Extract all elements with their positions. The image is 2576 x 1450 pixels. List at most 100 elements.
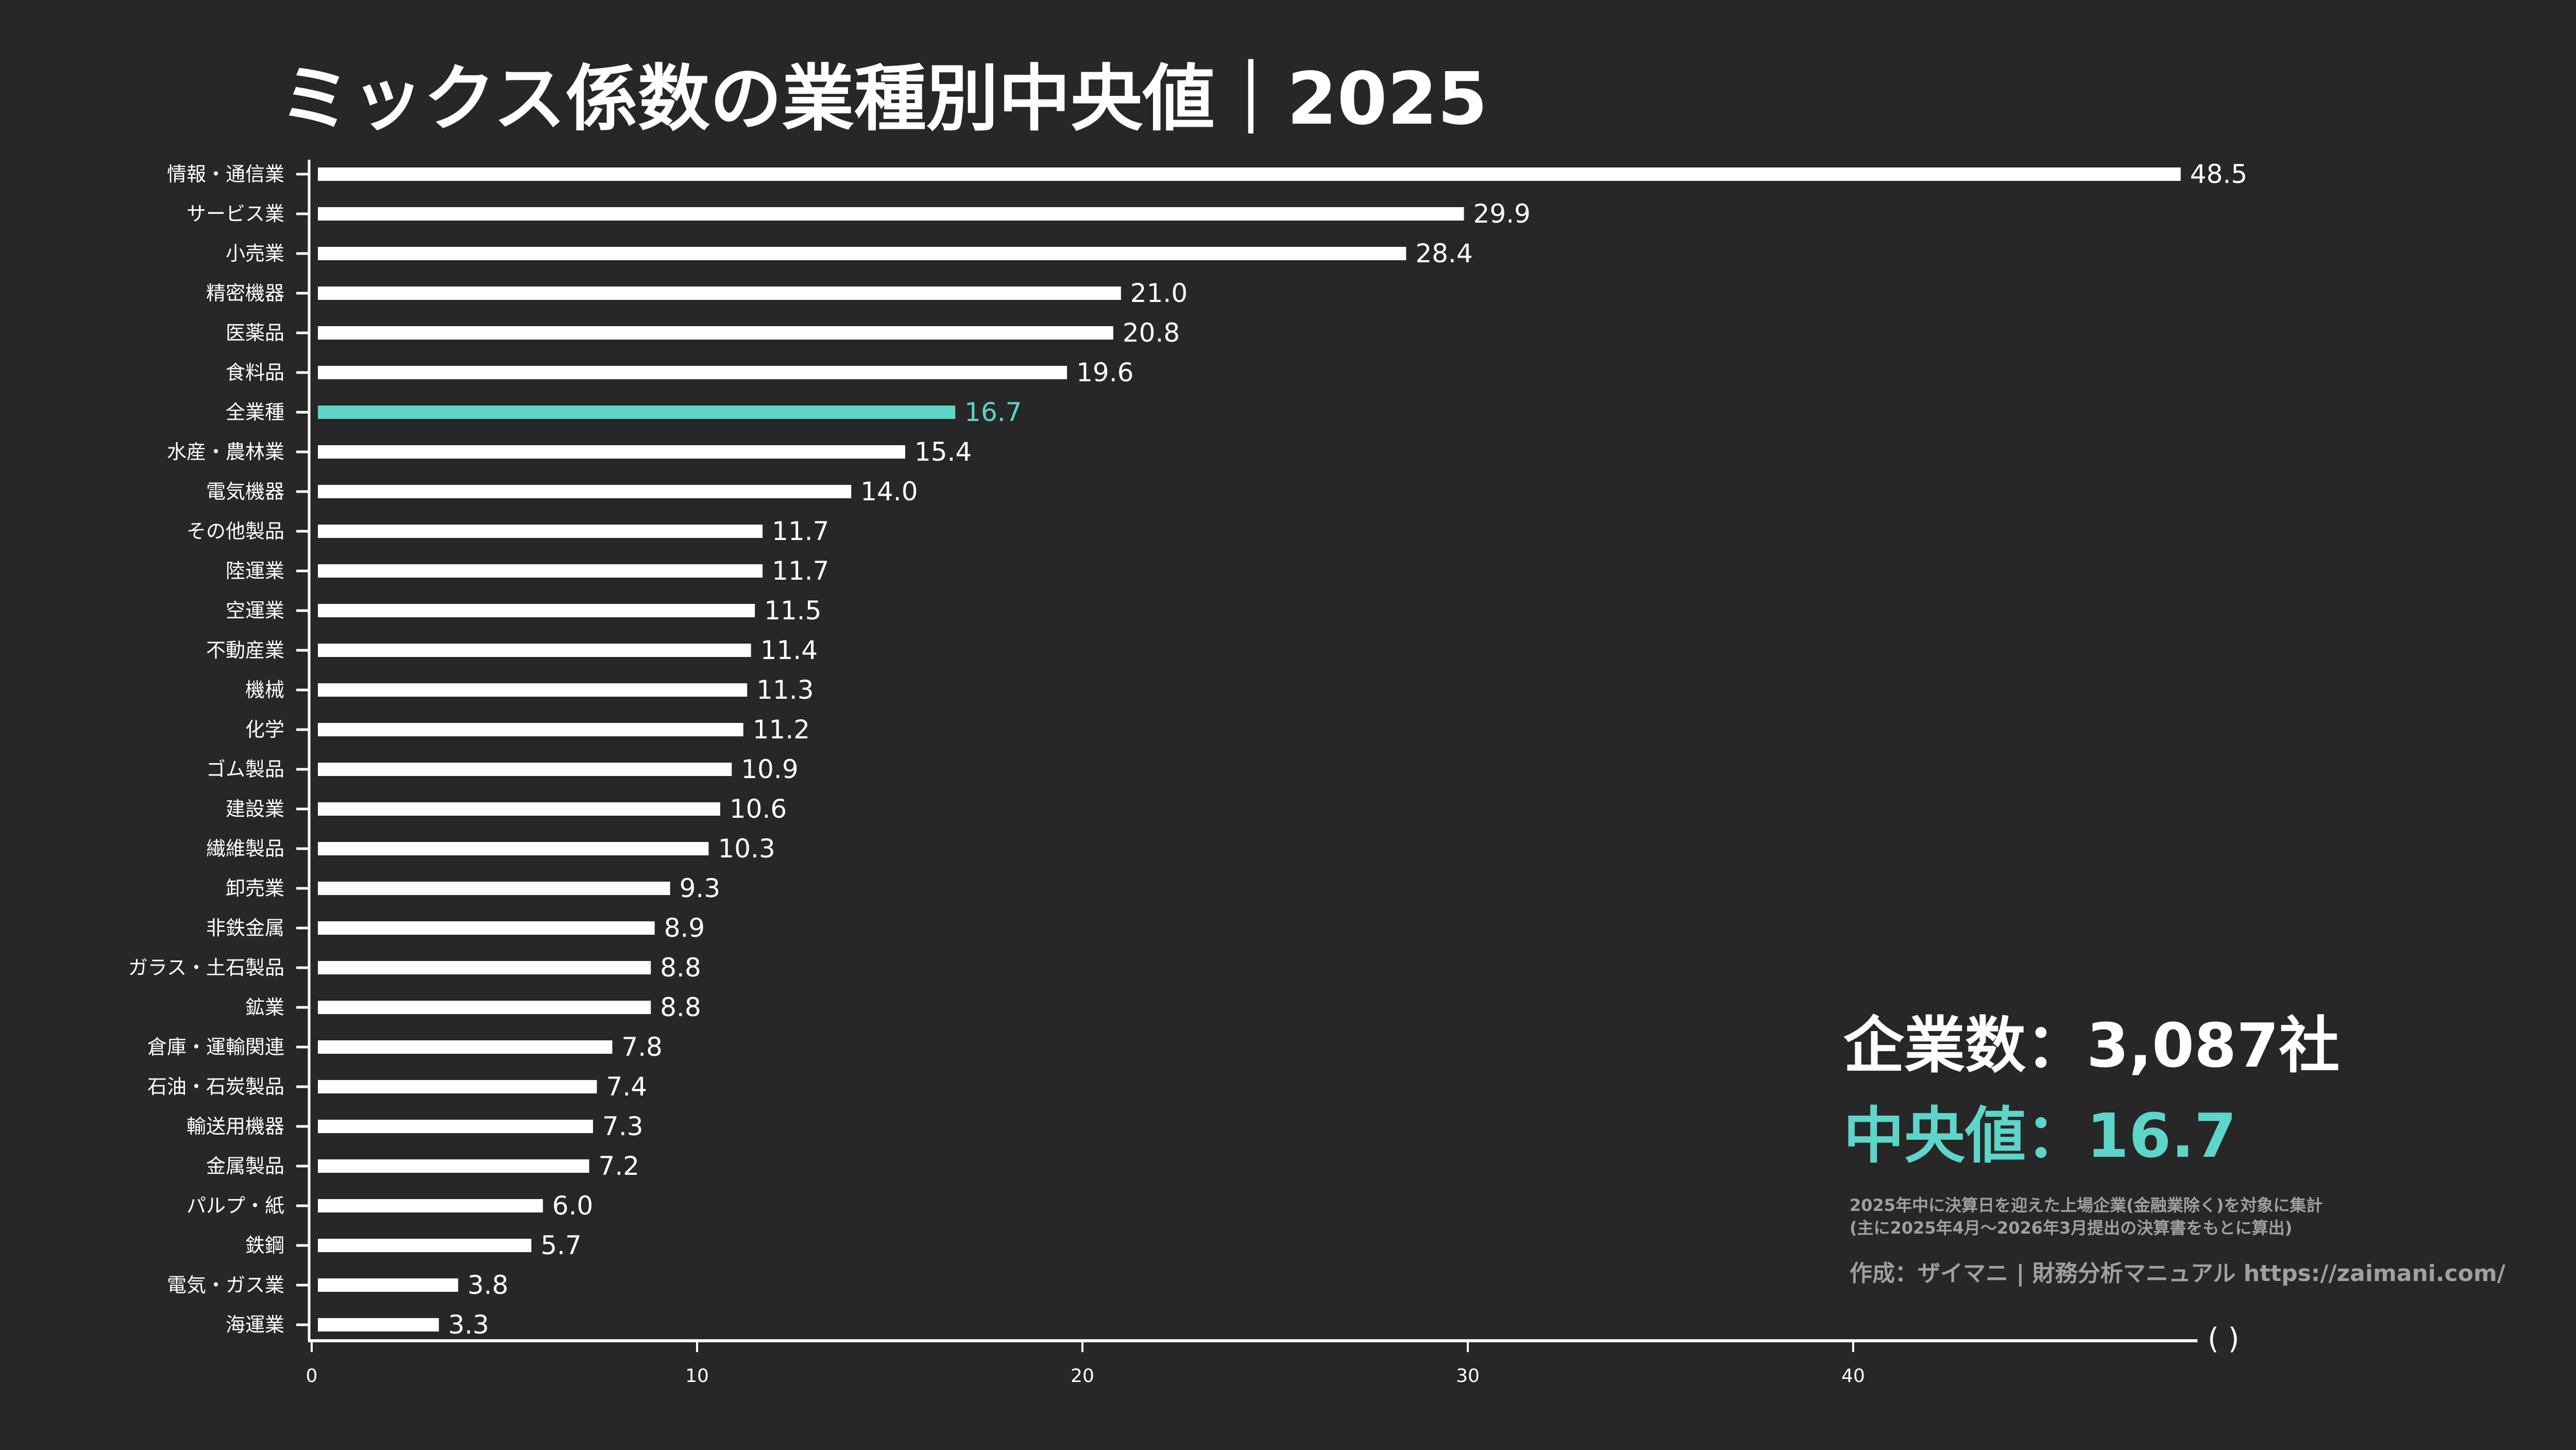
credit: 作成：ザイマニ | 財務分析マニュアル https://zaimani.com/ — [1850, 1260, 2506, 1287]
bar-1 — [318, 207, 1464, 221]
bar-23 — [318, 1080, 597, 1093]
value-label-25: 7.2 — [599, 1151, 640, 1181]
category-label-13: 機械 — [245, 679, 284, 701]
category-label-26: パルプ・紙 — [187, 1194, 284, 1217]
value-label-18: 9.3 — [680, 873, 721, 903]
bar-9 — [318, 525, 763, 538]
category-label-10: 陸運業 — [226, 560, 284, 582]
category-label-7: 水産・農林業 — [167, 441, 284, 463]
category-label-18: 卸売業 — [226, 877, 284, 900]
value-label-29: 3.3 — [448, 1310, 489, 1340]
bar-0 — [318, 167, 2181, 181]
value-label-21: 8.8 — [660, 992, 701, 1022]
value-label-22: 7.8 — [621, 1032, 663, 1062]
x-axis-label: ( ) — [2208, 1322, 2240, 1356]
bar-8 — [318, 485, 852, 498]
value-label-16: 10.6 — [730, 794, 787, 824]
value-label-19: 8.9 — [664, 913, 705, 943]
value-label-12: 11.4 — [760, 635, 818, 665]
category-label-5: 食料品 — [226, 361, 284, 384]
value-label-2: 28.4 — [1415, 239, 1472, 268]
bar-4 — [318, 326, 1113, 340]
value-label-0: 48.5 — [2190, 159, 2247, 189]
value-label-5: 19.6 — [1076, 358, 1133, 387]
value-label-24: 7.3 — [602, 1111, 643, 1141]
category-label-8: 電気機器 — [206, 480, 284, 503]
x-tick-label-4: 40 — [1841, 1365, 1865, 1387]
value-label-14: 11.2 — [753, 715, 810, 745]
category-label-20: ガラス・土石製品 — [128, 956, 284, 979]
bar-26 — [318, 1199, 543, 1212]
category-label-27: 鉄鋼 — [245, 1234, 284, 1257]
value-label-17: 10.3 — [718, 834, 775, 864]
bar-10 — [318, 564, 763, 578]
bar-16 — [318, 802, 720, 816]
bar-13 — [318, 683, 748, 697]
bars: 48.5 情報・通信業 29.9 サービス業 28.4 小売業 21.0 精密機器 20.8 医薬… — [128, 159, 2247, 1340]
value-label-1: 29.9 — [1473, 199, 1531, 229]
x-tick-label-0: 0 — [306, 1365, 318, 1387]
bar-7 — [318, 445, 905, 459]
category-label-15: ゴム製品 — [206, 758, 284, 781]
category-label-11: 空運業 — [226, 599, 284, 622]
value-label-6: 16.7 — [964, 397, 1022, 427]
category-label-0: 情報・通信業 — [167, 163, 284, 186]
value-label-10: 11.7 — [772, 556, 829, 586]
category-label-16: 建設業 — [226, 798, 284, 820]
chart-title: ミックス係数の業種別中央値｜2025 — [279, 57, 1487, 141]
value-label-26: 6.0 — [552, 1191, 594, 1221]
bar-25 — [318, 1159, 589, 1173]
bar-17 — [318, 842, 709, 855]
category-label-12: 不動産業 — [206, 639, 284, 662]
value-label-7: 15.4 — [914, 437, 972, 467]
category-label-9: その他製品 — [187, 520, 284, 543]
category-label-23: 石油・石炭製品 — [147, 1075, 284, 1098]
bar-20 — [318, 961, 651, 974]
category-label-4: 医薬品 — [226, 322, 284, 344]
bar-2 — [318, 247, 1406, 260]
bar-14 — [318, 723, 743, 736]
category-label-14: 化学 — [245, 718, 284, 741]
value-label-11: 11.5 — [764, 596, 821, 626]
median-value: 中央値：16.7 — [1843, 1100, 2236, 1171]
category-label-1: サービス業 — [187, 203, 284, 225]
category-label-3: 精密機器 — [206, 282, 284, 305]
value-label-27: 5.7 — [540, 1230, 582, 1260]
category-label-21: 鉱業 — [245, 996, 284, 1019]
x-tick-label-1: 10 — [685, 1365, 709, 1387]
bar-27 — [318, 1239, 532, 1252]
note-line-1: 2025年中に決算日を迎えた上場企業(金融業除く)を対象に集計 — [1850, 1195, 2323, 1215]
value-label-9: 11.7 — [772, 516, 829, 546]
bar-15 — [318, 763, 732, 776]
category-label-25: 金属製品 — [206, 1155, 284, 1177]
bar-12 — [318, 644, 751, 657]
value-label-20: 8.8 — [660, 953, 701, 983]
x-tick-label-2: 20 — [1071, 1365, 1094, 1387]
bar-18 — [318, 882, 670, 895]
value-label-3: 21.0 — [1130, 278, 1188, 308]
value-label-15: 10.9 — [741, 754, 798, 784]
category-label-24: 輸送用機器 — [187, 1115, 284, 1138]
category-label-19: 非鉄金属 — [206, 917, 284, 939]
bar-28 — [318, 1278, 459, 1292]
category-label-29: 海運業 — [226, 1313, 284, 1336]
bar-11 — [318, 604, 755, 617]
value-label-8: 14.0 — [860, 477, 918, 507]
value-label-28: 3.8 — [467, 1270, 509, 1300]
value-label-23: 7.4 — [606, 1072, 648, 1102]
bar-24 — [318, 1120, 594, 1133]
category-label-22: 倉庫・運輸関連 — [147, 1036, 284, 1058]
bar-21 — [318, 1001, 651, 1014]
bar-5 — [318, 366, 1067, 379]
note-line-2: (主に2025年4月〜2026年3月提出の決算書をもとに算出) — [1850, 1218, 2292, 1238]
category-label-17: 繊維製品 — [206, 837, 284, 860]
bar-29 — [318, 1318, 439, 1331]
bar-22 — [318, 1040, 613, 1054]
axes: 0 10 20 30 40 — [296, 160, 2198, 1387]
value-label-13: 11.3 — [756, 675, 814, 705]
category-label-6: 全業種 — [226, 401, 284, 424]
category-label-28: 電気・ガス業 — [167, 1274, 284, 1296]
value-label-4: 20.8 — [1123, 318, 1180, 348]
bar-6 — [318, 406, 956, 419]
